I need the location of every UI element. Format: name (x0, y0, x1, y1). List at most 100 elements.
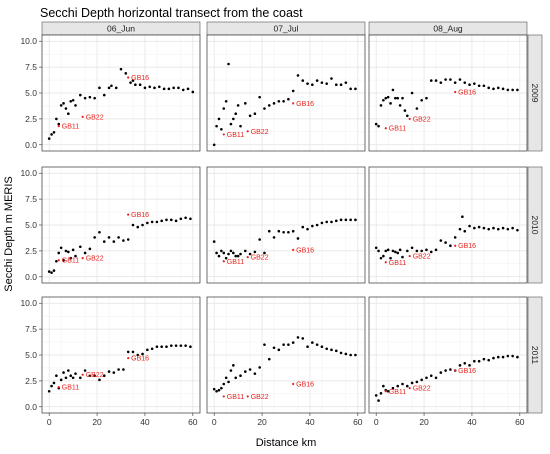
data-point (110, 84, 113, 88)
data-point (420, 378, 423, 382)
data-point (339, 218, 343, 222)
data-point (189, 345, 192, 349)
data-point (487, 358, 490, 362)
data-point (501, 226, 505, 230)
station-label: GB16 (131, 356, 149, 363)
data-point (222, 251, 226, 255)
station-point (127, 213, 130, 216)
data-point (458, 227, 462, 231)
data-point (492, 226, 495, 230)
station-label: GB16 (131, 75, 149, 82)
panel-border (206, 34, 366, 152)
y-tick-label: 7.5 (25, 324, 37, 334)
y-tick-label: 5.0 (25, 220, 37, 230)
data-point (394, 96, 397, 100)
data-point (391, 386, 395, 390)
data-point (234, 376, 238, 380)
data-point (74, 104, 77, 107)
station-label: GB22 (413, 116, 431, 123)
data-point (50, 384, 53, 388)
data-point (47, 137, 51, 140)
x-tick-label: 20 (92, 417, 102, 427)
data-point (477, 359, 481, 363)
data-point (458, 364, 462, 367)
data-point (131, 79, 135, 82)
station-label: GB11 (389, 126, 406, 133)
x-axis-label: Distance km (256, 437, 317, 449)
data-point (165, 345, 168, 349)
data-point (330, 348, 333, 352)
data-point (267, 229, 271, 233)
data-point (148, 85, 152, 89)
data-point (88, 95, 92, 99)
panel-border (41, 296, 201, 414)
station-point (384, 261, 387, 264)
data-point (107, 370, 111, 373)
data-point (258, 366, 261, 369)
data-point (344, 218, 348, 222)
data-point (215, 124, 218, 128)
data-point (258, 95, 261, 99)
station-label: GB22 (251, 394, 269, 401)
data-point (482, 84, 486, 88)
data-point (272, 102, 276, 105)
data-point (354, 87, 357, 91)
data-point (461, 215, 464, 219)
data-point (114, 86, 118, 90)
station-label: GB22 (413, 254, 431, 261)
data-point (463, 361, 467, 365)
data-point (396, 384, 400, 388)
data-point (112, 240, 116, 243)
x-tick-label: 0 (212, 417, 217, 427)
station-point (246, 256, 249, 259)
panel-border (368, 34, 528, 152)
data-point (229, 122, 233, 126)
data-point (236, 104, 240, 107)
data-point (239, 374, 242, 378)
y-tick-label: 2.5 (25, 114, 37, 124)
data-point (244, 370, 247, 373)
data-point (354, 353, 357, 357)
data-point (263, 107, 266, 110)
x-tick-label: 60 (353, 417, 363, 427)
data-point (311, 224, 314, 228)
data-point (291, 229, 295, 233)
data-point (403, 109, 407, 112)
data-point (444, 369, 447, 372)
data-point (93, 236, 96, 239)
station-point (408, 387, 411, 390)
data-point (59, 378, 63, 382)
data-point (217, 117, 221, 121)
data-point (57, 251, 61, 255)
data-point (354, 218, 357, 222)
data-point (98, 378, 101, 382)
data-point (415, 380, 419, 384)
station-point (222, 260, 225, 263)
data-point (74, 372, 77, 375)
data-point (434, 79, 438, 82)
data-point (277, 229, 281, 233)
data-point (174, 344, 178, 347)
data-point (487, 227, 490, 231)
facet-strip-row-label: 2010 (530, 216, 540, 235)
data-point (320, 345, 324, 349)
data-point (320, 221, 324, 225)
data-point (248, 114, 252, 118)
station-point (127, 357, 130, 360)
data-point (444, 241, 447, 244)
data-point (398, 104, 402, 107)
y-tick-label: 0.0 (25, 402, 37, 412)
data-point (179, 217, 183, 221)
data-point (511, 226, 514, 230)
data-point (468, 224, 471, 228)
data-point (169, 218, 173, 222)
data-point (425, 376, 428, 380)
data-point (511, 88, 514, 92)
data-point (83, 369, 87, 372)
facet-panel: GB11 GB22 GB16 (206, 34, 366, 152)
station-label: GB22 (413, 386, 431, 393)
data-point (301, 337, 305, 340)
data-point (429, 374, 433, 378)
data-point (212, 143, 216, 147)
data-point (102, 93, 106, 97)
